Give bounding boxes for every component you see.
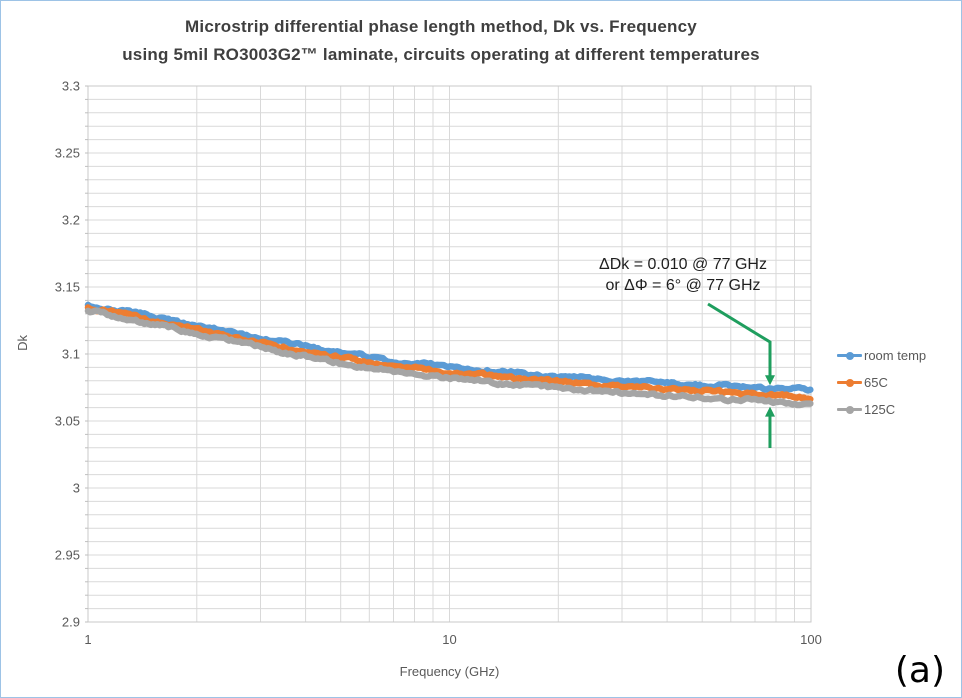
legend-item-125c: 125C bbox=[837, 396, 926, 423]
legend-label-room-temp: room temp bbox=[864, 348, 927, 363]
x-tick-label: 100 bbox=[800, 632, 822, 647]
y-axis-title: Dk bbox=[15, 335, 30, 351]
y-tick-label: 3.2 bbox=[62, 213, 80, 228]
series-125C bbox=[84, 307, 814, 409]
chart-title-line2: using 5mil RO3003G2™ laminate, circuits … bbox=[122, 45, 760, 64]
y-tick-label: 3.1 bbox=[62, 347, 80, 362]
x-tick-label: 1 bbox=[84, 632, 91, 647]
arrowhead-up-icon bbox=[765, 406, 775, 417]
legend-marker-65c bbox=[837, 378, 862, 387]
arrowhead-down-icon bbox=[765, 375, 775, 386]
subfigure-label: (a) bbox=[894, 650, 945, 691]
series-room-temp bbox=[84, 301, 814, 394]
y-tick-label: 3.15 bbox=[55, 280, 80, 295]
legend-label-65c: 65C bbox=[864, 375, 888, 390]
y-tick-label: 3 bbox=[73, 481, 80, 496]
chart-title-line1: Microstrip differential phase length met… bbox=[185, 17, 697, 36]
series-65C bbox=[84, 304, 814, 403]
legend-item-65c: 65C bbox=[837, 369, 926, 396]
x-axis-title: Frequency (GHz) bbox=[399, 664, 500, 679]
annotation-line2: or ΔΦ = 6° @ 77 GHz bbox=[605, 277, 761, 294]
chart-title: Microstrip differential phase length met… bbox=[1, 13, 881, 69]
legend-marker-room-temp bbox=[837, 351, 862, 360]
y-tick-label: 3.25 bbox=[55, 146, 80, 161]
legend-item-room-temp: room temp bbox=[837, 342, 926, 369]
y-tick-label: 2.9 bbox=[62, 615, 80, 630]
annotation-line1: ΔDk = 0.010 @ 77 GHz bbox=[599, 256, 767, 273]
x-tick-label: 10 bbox=[442, 632, 456, 647]
y-tick-label: 2.95 bbox=[55, 548, 80, 563]
delta-dk-annotation: ΔDk = 0.010 @ 77 GHz or ΔΦ = 6° @ 77 GHz bbox=[558, 254, 808, 296]
y-tick-label: 3.3 bbox=[62, 79, 80, 94]
annotation-leader-upper bbox=[707, 302, 772, 377]
y-tick-label: 3.05 bbox=[55, 414, 80, 429]
legend-marker-125c bbox=[837, 405, 862, 414]
legend-label-125c: 125C bbox=[864, 402, 896, 417]
legend: room temp 65C 125C bbox=[837, 342, 926, 423]
